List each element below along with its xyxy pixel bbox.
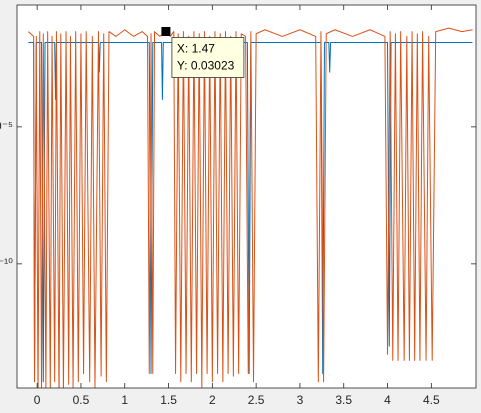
y-tick-label: 10⁻¹⁰	[0, 256, 13, 270]
x-tick-label: 3.5	[335, 393, 352, 407]
x-tick-label: 2.5	[248, 393, 265, 407]
x-tick-label: 0	[34, 393, 41, 407]
series-line	[28, 27, 473, 388]
lines	[28, 27, 473, 388]
x-tick-label: 4	[384, 393, 391, 407]
datatip-box	[171, 37, 245, 78]
y-tick-label: 10⁻⁵	[0, 119, 13, 133]
x-tick-label: 1.5	[160, 393, 177, 407]
axes-box	[16, 4, 477, 389]
x-tick-label: 2	[209, 393, 216, 407]
series-line	[28, 41, 473, 383]
datatip-x: X: 1.47	[177, 42, 215, 56]
x-tick-label: 0.5	[73, 393, 90, 407]
datatip-y: Y: 0.03023	[177, 59, 235, 73]
datatip: X: 1.47 Y: 0.03023	[161, 26, 245, 78]
x-tick-label: 4.5	[423, 393, 440, 407]
x-tick-label: 1	[121, 393, 128, 407]
datatip-marker	[161, 26, 171, 36]
x-tick-label: 3	[297, 393, 304, 407]
